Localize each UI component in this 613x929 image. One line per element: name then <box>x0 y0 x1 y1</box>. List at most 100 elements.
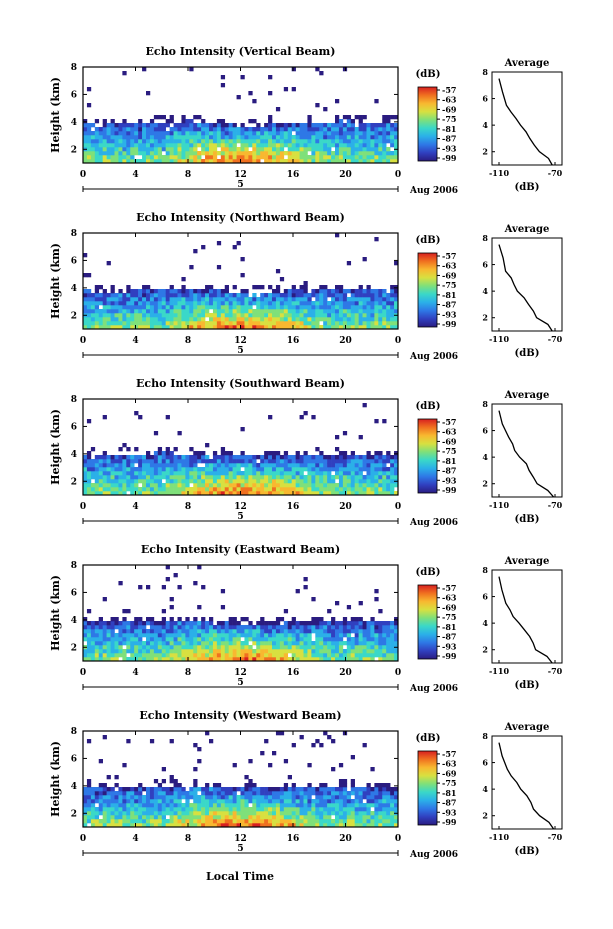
heatmap-cell <box>122 471 127 476</box>
heatmap-cell <box>90 467 96 472</box>
heatmap-cell <box>358 491 363 496</box>
heatmap-cell <box>232 297 237 302</box>
heatmap-cell <box>331 629 336 634</box>
heatmap-cell <box>279 459 285 464</box>
heatmap-cell <box>102 735 107 740</box>
heatmap-cell <box>130 151 135 156</box>
heatmap-cell <box>354 139 359 144</box>
heatmap-cell <box>185 471 190 476</box>
heatmap-cell <box>165 799 170 804</box>
heatmap-cell <box>299 649 304 654</box>
heatmap-cell <box>86 609 92 614</box>
heatmap-cell <box>201 135 206 140</box>
date-label: Aug 2006 <box>409 850 458 860</box>
heatmap-cell <box>181 653 186 658</box>
heatmap-cell <box>260 147 265 152</box>
heatmap-cell <box>165 807 170 812</box>
heatmap-cell <box>252 795 257 800</box>
heatmap-cell <box>106 321 111 326</box>
heatmap-cell <box>315 309 320 314</box>
heatmap-cell <box>209 645 214 650</box>
heatmap-cell <box>370 321 375 326</box>
heatmap-cell <box>142 127 147 132</box>
heatmap-cell <box>165 823 170 828</box>
heatmap-cell <box>185 151 190 156</box>
heatmap-cell <box>311 455 316 460</box>
avg-x-tick-label: -110 <box>489 334 509 344</box>
heatmap-cell <box>83 487 88 492</box>
heatmap-cell <box>275 787 281 792</box>
heatmap-cell <box>394 491 399 496</box>
heatmap-cell <box>110 491 115 496</box>
heatmap-cell <box>201 491 206 496</box>
heatmap-cell <box>390 459 395 464</box>
heatmap-cell <box>122 795 127 800</box>
heatmap-cell <box>386 151 391 156</box>
heatmap-cell <box>126 143 131 148</box>
heatmap-cell <box>83 803 88 808</box>
heatmap-cell <box>256 139 261 144</box>
heatmap-cell <box>303 633 308 638</box>
heatmap-cell <box>311 491 316 496</box>
heatmap-cell <box>240 313 245 318</box>
heatmap-cell <box>394 819 399 824</box>
heatmap-cell <box>224 293 229 298</box>
heatmap-cell <box>256 463 261 468</box>
heatmap-cell <box>323 811 328 816</box>
heatmap-cell <box>264 645 269 650</box>
heatmap-cell <box>338 779 344 784</box>
heatmap-cell <box>157 641 163 646</box>
heatmap-cell <box>205 645 210 650</box>
heatmap-cell <box>358 471 363 476</box>
heatmap-cell <box>146 475 151 480</box>
heatmap-cell <box>350 127 355 132</box>
heatmap-cell <box>181 289 186 294</box>
avg-y-tick-label: 2 <box>482 479 488 489</box>
heatmap-cell <box>287 147 292 152</box>
heatmap-cell <box>248 621 253 626</box>
heatmap-cell <box>157 629 163 634</box>
heatmap-cell <box>98 139 103 144</box>
heatmap-cell <box>197 641 202 646</box>
heatmap-cell <box>149 487 155 492</box>
heatmap-cell <box>307 637 312 642</box>
heatmap-cell <box>260 649 265 654</box>
heatmap-cell <box>134 317 139 322</box>
heatmap-cell <box>358 475 363 480</box>
heatmap-cell <box>299 301 304 306</box>
avg-profile-line <box>498 576 553 664</box>
heatmap-cell <box>252 811 257 816</box>
heatmap-cell <box>224 131 229 136</box>
heatmap-cell <box>311 467 316 472</box>
avg-y-tick-label: 2 <box>482 645 488 655</box>
heatmap-cell <box>228 135 233 140</box>
heatmap-cell <box>370 641 375 646</box>
heatmap-cell <box>102 657 107 662</box>
heatmap-cell <box>358 621 363 626</box>
heatmap-cell <box>382 625 387 630</box>
heatmap-cell <box>291 625 296 630</box>
heatmap-cell <box>216 131 222 136</box>
heatmap-cell <box>362 257 367 262</box>
heatmap-cell <box>283 325 289 330</box>
heatmap-cell <box>83 139 88 144</box>
heatmap-cell <box>252 471 257 476</box>
heatmap-cell <box>146 285 151 290</box>
heatmap-cell <box>394 649 399 654</box>
heatmap-cell <box>374 123 379 128</box>
heatmap-cell <box>374 787 379 792</box>
heatmap-cell <box>146 657 151 662</box>
heatmap-cell <box>86 419 92 424</box>
heatmap-cell <box>248 309 253 314</box>
heatmap-cell <box>338 139 344 144</box>
heatmap-cell <box>315 155 320 160</box>
heatmap-cell <box>378 131 383 136</box>
heatmap-cell <box>90 463 96 468</box>
heatmap-cell <box>319 487 324 492</box>
heatmap-cell <box>342 795 348 800</box>
y-tick-label: 8 <box>71 561 77 571</box>
heatmap-cell <box>327 301 332 306</box>
heatmap-cell <box>212 483 218 488</box>
heatmap-cell <box>149 127 155 132</box>
heatmap-cell <box>83 131 88 136</box>
